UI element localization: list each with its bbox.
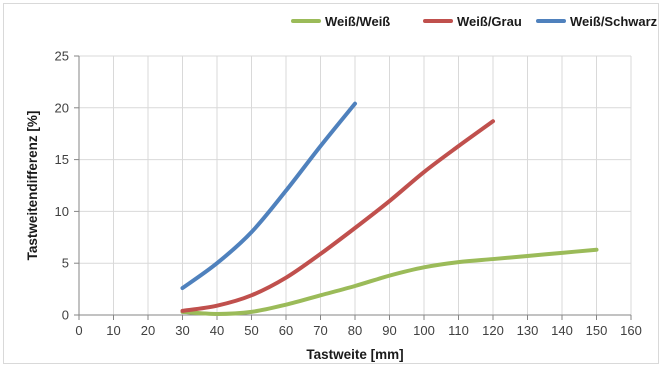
y-tick-label: 15 bbox=[55, 152, 69, 167]
x-tick-label: 80 bbox=[348, 323, 362, 338]
x-tick-label: 120 bbox=[482, 323, 504, 338]
x-axis-title: Tastweite [mm] bbox=[306, 347, 403, 362]
x-tick-label: 0 bbox=[75, 323, 82, 338]
legend-label-2: Weiß/Grau bbox=[457, 14, 522, 29]
x-tick-label: 70 bbox=[313, 323, 327, 338]
legend: Weiß/Weiß Weiß/Grau Weiß/Schwarz bbox=[291, 14, 658, 29]
x-tick-label: 160 bbox=[620, 323, 642, 338]
y-tick-label: 5 bbox=[62, 256, 69, 271]
x-tick-label: 10 bbox=[106, 323, 120, 338]
x-tick-label: 140 bbox=[551, 323, 573, 338]
y-tick-label: 25 bbox=[55, 49, 69, 64]
series-line-2 bbox=[180, 119, 495, 313]
series-layer bbox=[180, 101, 599, 316]
x-tick-label: 20 bbox=[141, 323, 155, 338]
legend-label-3: Weiß/Schwarz bbox=[570, 14, 658, 29]
x-tick-label: 130 bbox=[517, 323, 539, 338]
legend-label-1: Weiß/Weiß bbox=[325, 14, 390, 29]
grid-layer bbox=[78, 55, 632, 316]
x-tick-label: 40 bbox=[210, 323, 224, 338]
y-tick-label: 10 bbox=[55, 204, 69, 219]
x-tick-label: 50 bbox=[244, 323, 258, 338]
x-tick-label: 90 bbox=[382, 323, 396, 338]
y-tick-label: 20 bbox=[55, 100, 69, 115]
x-tick-label: 60 bbox=[279, 323, 293, 338]
x-tick-label: 100 bbox=[413, 323, 435, 338]
series-line-1 bbox=[180, 247, 599, 316]
chart-frame bbox=[3, 3, 659, 364]
x-tick-label: 150 bbox=[586, 323, 608, 338]
axis-layer: 0 10 20 30 40 50 60 70 80 90 100 110 120 130 140 150 160… bbox=[55, 49, 642, 339]
y-tick-label: 0 bbox=[62, 308, 69, 323]
y-axis-title: Tastweitendifferenz [%] bbox=[25, 111, 40, 261]
x-tick-label: 30 bbox=[175, 323, 189, 338]
series-line-3 bbox=[180, 101, 357, 291]
x-tick-label: 110 bbox=[448, 323, 469, 338]
